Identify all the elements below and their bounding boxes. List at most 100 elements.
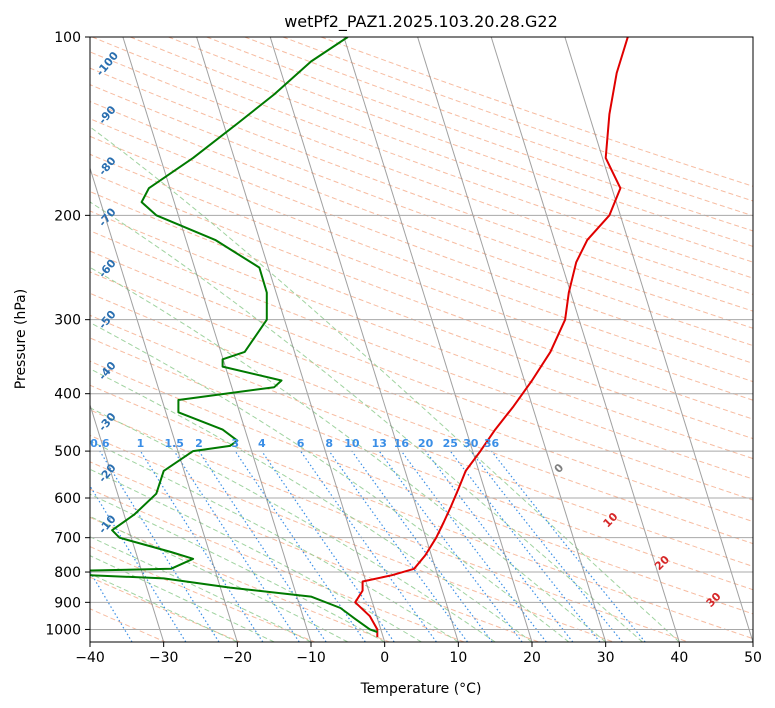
mixing-ratio-label: 3	[231, 437, 239, 450]
moist-adiabat	[90, 322, 570, 642]
dry-adiabat	[90, 67, 753, 312]
mixing-ratio-line	[470, 450, 623, 642]
y-tick-label: 900	[54, 595, 81, 611]
mixing-ratio-label: 25	[443, 437, 458, 450]
moist-adiabat	[90, 468, 422, 642]
isotherm	[417, 37, 607, 642]
dry-adiabat	[90, 488, 465, 642]
y-tick-label: 100	[54, 30, 81, 46]
dry-adiabat	[90, 135, 753, 383]
mixing-ratio-label: 0.2	[9, 437, 29, 450]
isotherm	[122, 37, 312, 642]
dry-adiabat	[90, 384, 753, 640]
dry-adiabat	[90, 51, 753, 296]
profile-lines	[90, 37, 629, 638]
dry-adiabat	[90, 172, 753, 420]
dry-adiabat	[90, 409, 689, 642]
mixing-ratio-line	[173, 450, 300, 642]
y-tick-label: 1000	[45, 622, 81, 638]
moist-adiabat	[90, 440, 459, 642]
dry-adiabat	[90, 100, 753, 347]
x-tick-label: −20	[223, 650, 253, 666]
y-tick-label: 500	[54, 444, 81, 460]
mixing-ratio-label: 1.5	[164, 437, 184, 450]
temperature-profile	[354, 37, 629, 638]
mixing-ratio-label: 36	[484, 437, 500, 450]
mixing-ratio-label: 0.6	[90, 437, 110, 450]
isotherm	[490, 37, 680, 642]
x-tick-label: 50	[744, 650, 762, 666]
mixing-ratio-line	[139, 450, 264, 642]
moist-adiabat	[90, 126, 680, 642]
mixing-ratio-label: 30	[463, 437, 479, 450]
mixing-ratio-line	[351, 450, 493, 642]
y-tick-label: 400	[54, 387, 81, 403]
mixing-ratio-line	[300, 450, 437, 642]
mixing-ratio-label: 16	[394, 437, 410, 450]
plot-area	[90, 37, 753, 642]
moist-adiabat	[90, 493, 385, 642]
x-tick-label: 40	[670, 650, 688, 666]
x-axis-label: Temperature (°C)	[360, 681, 482, 697]
background-lines	[90, 37, 753, 642]
mixing-ratio-line	[99, 450, 220, 642]
dry-adiabat	[168, 37, 753, 247]
mixing-ratio-label: 10	[344, 437, 360, 450]
dry-adiabat	[90, 191, 753, 440]
isotherm	[343, 37, 533, 642]
dry-adiabat	[90, 153, 753, 401]
mixing-ratio-line	[198, 450, 327, 642]
mixing-ratio-label: 8	[325, 437, 333, 450]
x-tick-label: −30	[149, 650, 179, 666]
moist-adiabat	[90, 555, 275, 642]
dry-adiabat	[206, 37, 753, 232]
mixing-ratio-label: 13	[372, 437, 387, 450]
plot-frame	[89, 36, 754, 643]
mixing-ratio-line	[378, 450, 523, 642]
moist-adiabat	[90, 407, 496, 642]
y-tick-label: 200	[54, 208, 81, 224]
mixing-ratio-label: 1	[137, 437, 145, 450]
isotherm	[196, 37, 386, 642]
y-tick-label: 700	[54, 531, 81, 547]
dry-adiabat	[90, 337, 753, 591]
dry-adiabat	[90, 314, 753, 567]
x-tick-label: 30	[597, 650, 615, 666]
x-tick-label: 20	[523, 650, 541, 666]
dry-adiabat	[282, 37, 753, 202]
y-tick-label: 300	[54, 313, 81, 329]
mixing-ratio-label: 4	[258, 437, 266, 450]
moist-adiabat	[90, 573, 238, 642]
mixing-ratio-label: 6	[297, 437, 305, 450]
chart-title: wetPf2_PAZ1.2025.103.20.28.G22	[284, 12, 558, 32]
mixing-ratio-line	[234, 450, 366, 642]
dry-adiabat	[90, 230, 753, 480]
x-tick-label: 0	[380, 650, 389, 666]
isotherm	[90, 166, 238, 642]
plot-background	[90, 37, 753, 642]
y-tick-label: 800	[54, 565, 81, 581]
mixing-ratio-line	[328, 450, 468, 642]
line-annotations: 0.10.20.40.611.52346810131620253036-100-…	[9, 49, 775, 642]
moist-adiabat	[90, 201, 643, 642]
moist-adiabat	[90, 368, 533, 642]
isotherm	[269, 37, 459, 642]
axes: −40 −30 −20 −10 0 10 20 30 40 50 100 200 300 400 500 6 0…	[45, 30, 762, 666]
dry-adiabat	[90, 250, 753, 501]
dry-adiabat	[130, 37, 753, 263]
dry-adiabat	[90, 516, 390, 642]
mixing-ratio-label: 20	[418, 437, 434, 450]
x-tick-label: 10	[449, 650, 467, 666]
x-tick-label: −10	[296, 650, 326, 666]
dry-adiabat	[90, 118, 753, 364]
dry-adiabat	[90, 292, 753, 545]
y-axis-label: Pressure (hPa)	[13, 289, 29, 389]
moist-adiabat	[90, 515, 349, 642]
x-tick-label: −40	[75, 650, 105, 666]
isotherm	[564, 37, 753, 642]
dewpoint-profile	[90, 37, 378, 633]
dry-adiabat	[92, 37, 753, 279]
mixing-ratio-line	[90, 484, 187, 642]
dry-adiabat-label: 40	[755, 622, 775, 642]
